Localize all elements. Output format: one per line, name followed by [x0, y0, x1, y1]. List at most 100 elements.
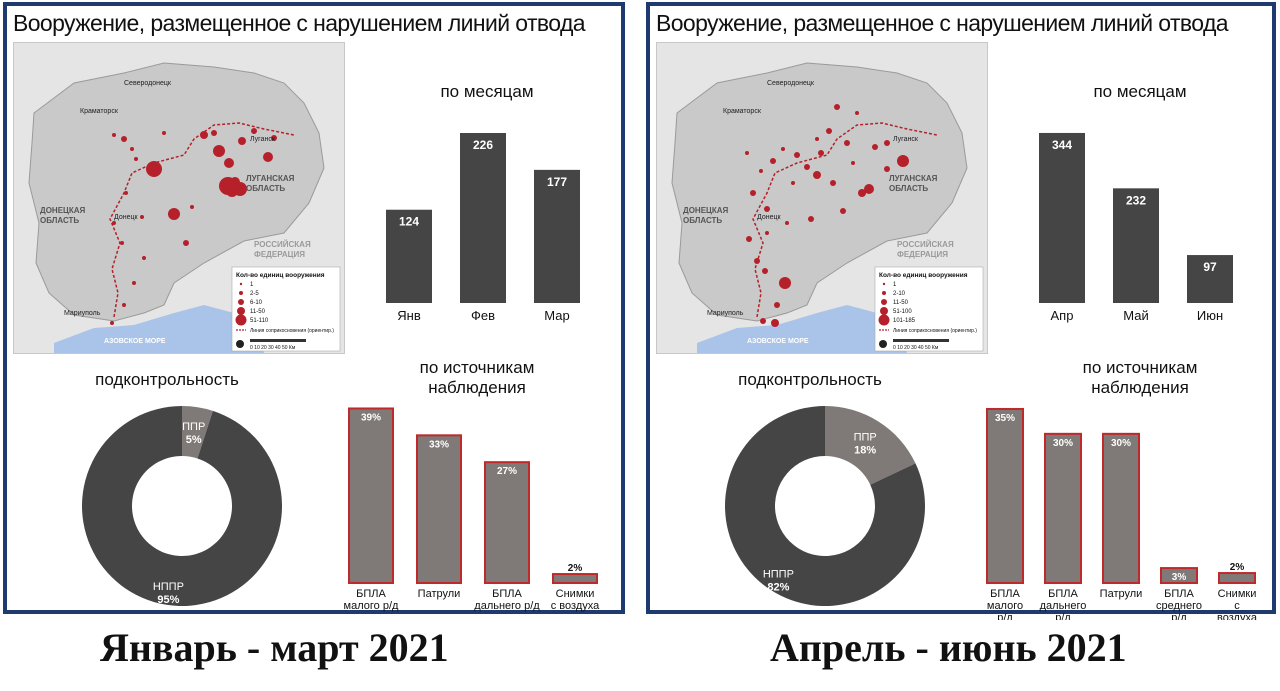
- weapon-dot: [211, 130, 217, 136]
- map-legend: [231, 266, 341, 352]
- panel-q2: Вооружение, размещенное с нарушением лин…: [646, 2, 1276, 620]
- legend-dot: [235, 314, 247, 326]
- weapon-dot: [872, 144, 878, 150]
- weapon-dot: [224, 158, 234, 168]
- map-legend: [874, 266, 984, 352]
- weapon-dot: [840, 208, 846, 214]
- weapon-dot: [864, 184, 874, 194]
- weapon-dot: [754, 258, 760, 264]
- months-chart-title: по месяцам: [1093, 82, 1187, 101]
- legend-title: Кол-во единиц вооружения: [236, 272, 325, 279]
- north-arrow-icon: [879, 340, 887, 348]
- donut-slice-label: НППР: [153, 581, 184, 593]
- legend-title: Кол-во единиц вооружения: [879, 272, 968, 279]
- sources-chart: 35% БПЛА малого р/д 30% БПЛА дальнего р/д 30% Пат…: [986, 407, 1258, 620]
- source-tick-label: БПЛА дальнего р/д: [1040, 588, 1087, 620]
- bar-value-label: 33%: [429, 439, 449, 450]
- weapon-dot: [826, 128, 832, 134]
- weapon-dot: [124, 191, 128, 195]
- weapon-dot: [765, 231, 769, 235]
- map-city-label: Донецк: [757, 214, 781, 221]
- donut-slice-label: ППР: [182, 421, 205, 433]
- legend-line-label: Линия соприкосновения (ориентир.): [250, 328, 334, 334]
- map-graphic: Северодонецк Краматорск Луганск Донецк Мариу…: [657, 43, 987, 353]
- weapon-dot: [770, 158, 776, 164]
- source-bar: [1044, 432, 1082, 585]
- weapon-dot: [213, 145, 225, 157]
- weapon-dot: [759, 169, 763, 173]
- bar-value-label: 2%: [1230, 562, 1245, 573]
- bar-value-label: 344: [1052, 138, 1072, 152]
- month-bar: [460, 133, 506, 303]
- legend-dot: [239, 282, 243, 286]
- map-city-label: Луганск: [250, 136, 276, 143]
- weapon-dot: [140, 215, 144, 219]
- weapon-dot: [122, 303, 126, 307]
- map-city-label: Северодонецк: [124, 80, 172, 87]
- weapon-dot: [813, 171, 821, 179]
- panel-title: Вооружение, размещенное с нарушением лин…: [656, 10, 1229, 36]
- scale-label: 0 10 20 30 40 50 Км: [893, 345, 939, 351]
- source-bar: [348, 407, 394, 584]
- weapon-dot: [746, 236, 752, 242]
- bar-value-label: 39%: [361, 412, 381, 423]
- month-tick-label: Мар: [544, 308, 569, 323]
- scale-bar: [250, 339, 306, 342]
- source-bar: [552, 573, 598, 585]
- legend-item-label: 2-10: [893, 291, 906, 297]
- control-chart-title: подконтрольность: [738, 370, 882, 389]
- month-tick-label: Фев: [471, 308, 495, 323]
- month-tick-label: Июн: [1197, 308, 1223, 323]
- sea-shape: [697, 305, 907, 353]
- source-bar: [1160, 567, 1198, 584]
- map-region-label: ДОНЕЦКАЯ: [683, 206, 729, 215]
- months-chart-title: по месяцам: [440, 82, 534, 101]
- source-tick-label: БПЛА дальнего р/д: [474, 588, 540, 612]
- legend-item-label: 11-50: [893, 300, 909, 306]
- panel-q1: Вооружение, размещенное с нарушением лин…: [3, 2, 625, 614]
- donut-slice-value: 5%: [186, 434, 202, 446]
- source-tick-label: БПЛА среднего р/д: [1156, 588, 1202, 620]
- weapon-dot: [263, 152, 273, 162]
- legend-dot: [882, 282, 886, 286]
- region-shape: [671, 62, 968, 322]
- legend-dot: [878, 314, 890, 326]
- legend-item-label: 51-100: [893, 309, 912, 315]
- month-tick-label: Апр: [1051, 308, 1074, 323]
- map-graphic: Северодонецк Краматорск Луганск Донецк Мариу…: [14, 43, 344, 353]
- weapon-dot: [794, 152, 800, 158]
- donut-slice-label: НППР: [763, 568, 794, 580]
- weapon-dot: [884, 140, 890, 146]
- bar-value-label: 30%: [1111, 438, 1131, 449]
- source-tick-label: Патрули: [418, 588, 461, 600]
- legend-dot: [882, 291, 886, 295]
- weapon-dot: [251, 128, 257, 134]
- weapon-dot: [774, 302, 780, 308]
- bar-value-label: 27%: [497, 466, 517, 477]
- weapon-dot: [858, 189, 866, 197]
- weapon-dot: [750, 190, 756, 196]
- weapon-dot: [112, 221, 116, 225]
- source-tick-label: БПЛА малого р/д: [987, 588, 1023, 620]
- legend-dot: [238, 299, 244, 305]
- legend-item-label: 1: [893, 282, 897, 288]
- weapon-dot: [120, 241, 124, 245]
- weapon-dot: [190, 205, 194, 209]
- weapon-dot: [851, 161, 855, 165]
- contact-line: [109, 122, 295, 318]
- weapon-dot: [132, 281, 136, 285]
- legend-item-label: 2-5: [250, 291, 259, 297]
- scale-bar: [893, 339, 949, 342]
- sources-chart-title: по источникам наблюдения: [1082, 358, 1198, 397]
- source-tick-label: Снимки с воздуха: [551, 588, 600, 612]
- weapon-dot: [200, 131, 208, 139]
- donut-slice: [182, 406, 213, 459]
- control-chart-title: подконтрольность: [95, 370, 239, 389]
- weapon-dot: [162, 131, 166, 135]
- month-tick-label: Май: [1123, 308, 1148, 323]
- bar-value-label: 30%: [1053, 438, 1073, 449]
- source-tick-label: Снимки с воздуха: [1217, 588, 1258, 620]
- map-city-label: Краматорск: [80, 108, 119, 115]
- weapon-dot: [834, 104, 840, 110]
- weapon-dot: [745, 151, 749, 155]
